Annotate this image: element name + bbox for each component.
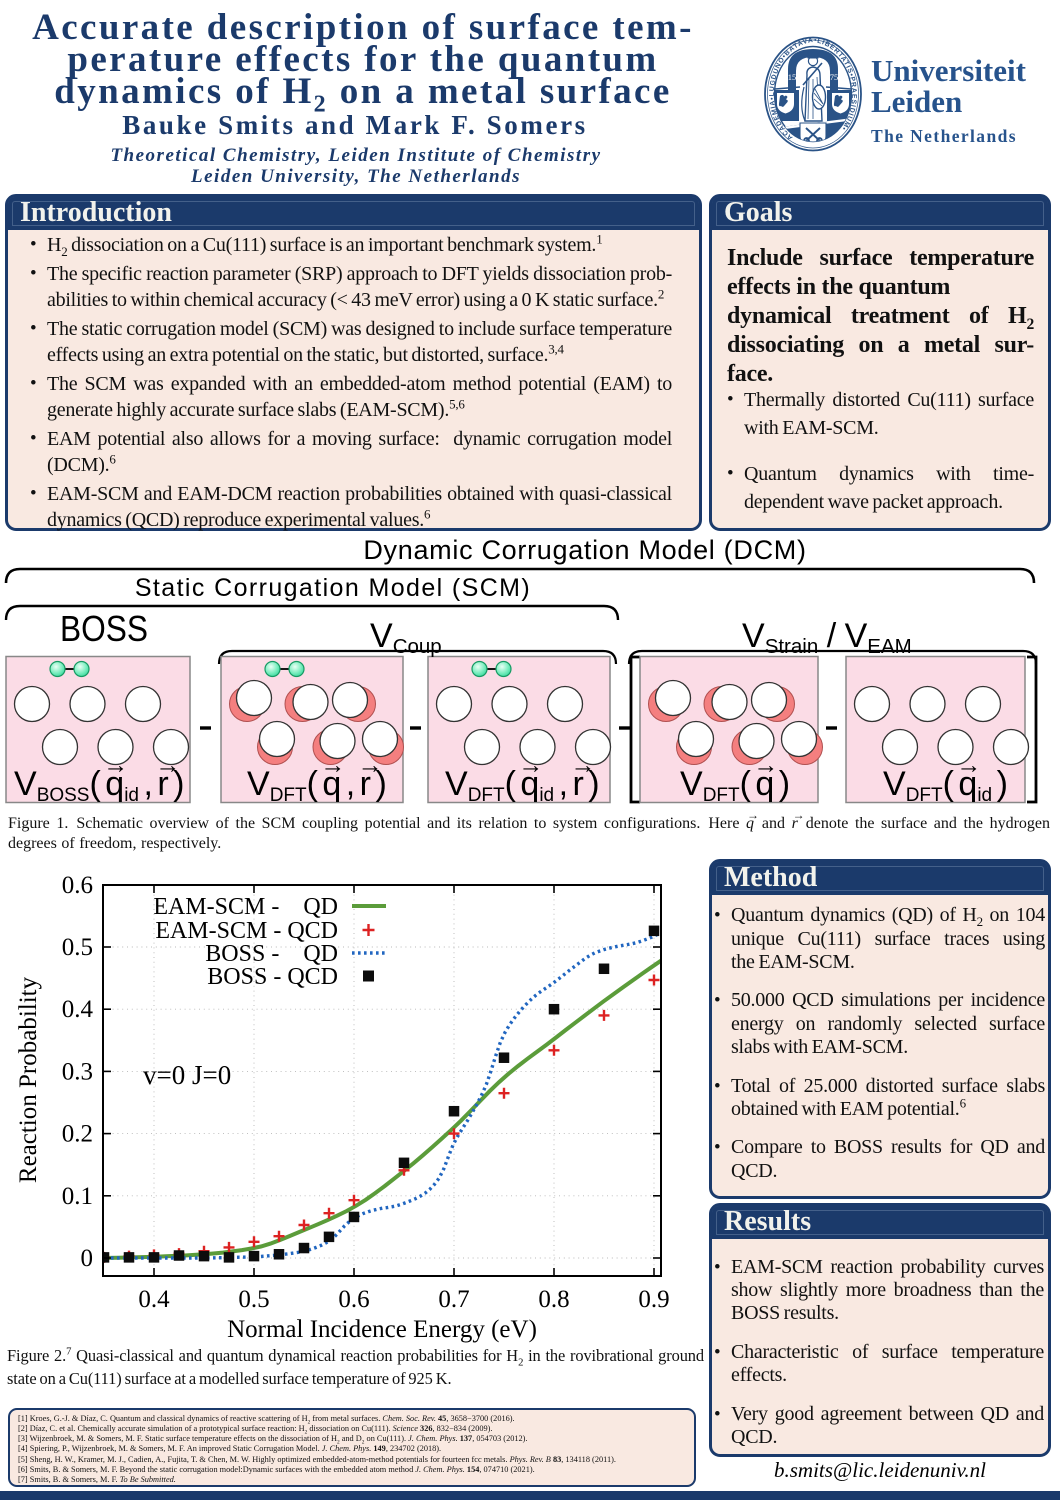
svg-text:0.6: 0.6 xyxy=(338,1286,369,1313)
svg-text:EAM-SCM - QD: EAM-SCM - QD xyxy=(153,894,338,920)
svg-text:EAM-SCM - QCD: EAM-SCM - QCD xyxy=(155,918,338,944)
svg-text:0.8: 0.8 xyxy=(538,1286,569,1313)
svg-text:BOSS - QCD: BOSS - QCD xyxy=(207,964,338,990)
svg-text:15: 15 xyxy=(788,72,797,82)
svg-text:0.3: 0.3 xyxy=(62,1058,93,1085)
svg-text:75: 75 xyxy=(830,72,839,82)
svg-text:BOSS - QD: BOSS - QD xyxy=(205,941,338,967)
svg-text:0.7: 0.7 xyxy=(438,1286,469,1313)
svg-text:0.4: 0.4 xyxy=(62,996,94,1023)
svg-text:0.2: 0.2 xyxy=(62,1121,93,1148)
svg-text:0.5: 0.5 xyxy=(62,934,93,961)
svg-text:Reaction Probability: Reaction Probability xyxy=(15,976,42,1183)
svg-text:0.9: 0.9 xyxy=(638,1286,669,1313)
svg-text:0.5: 0.5 xyxy=(238,1286,269,1313)
svg-text:0: 0 xyxy=(81,1245,94,1272)
svg-text:0.6: 0.6 xyxy=(62,872,93,899)
svg-text:v=0 J=0: v=0 J=0 xyxy=(143,1060,231,1090)
svg-text:0.4: 0.4 xyxy=(138,1286,170,1313)
svg-text:0.1: 0.1 xyxy=(62,1183,93,1210)
svg-text:Normal Incidence Energy (eV): Normal Incidence Energy (eV) xyxy=(227,1316,537,1343)
